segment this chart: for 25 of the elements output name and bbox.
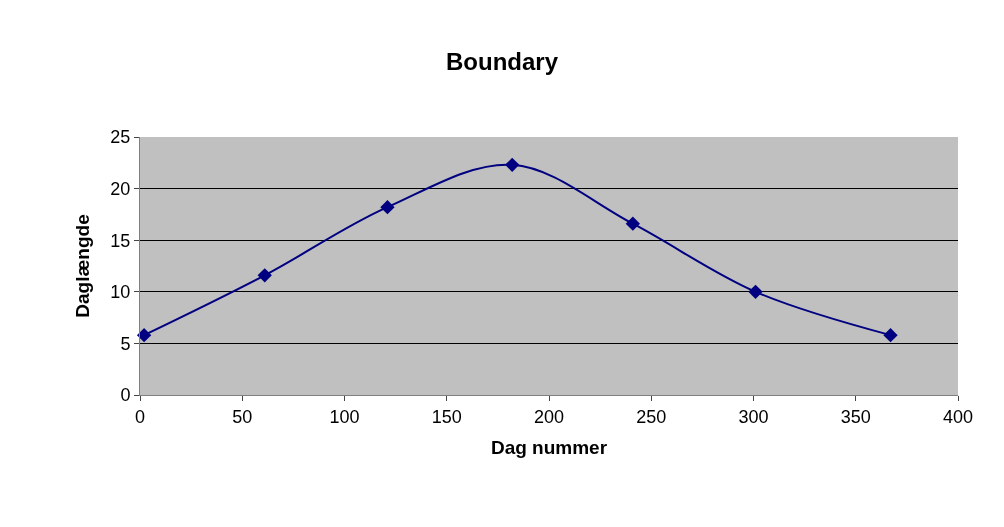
y-axis-title: Daglængde bbox=[72, 214, 94, 318]
y-tick-label: 15 bbox=[110, 230, 131, 251]
x-tick-label: 0 bbox=[134, 406, 146, 427]
y-tick-label: 5 bbox=[120, 333, 131, 354]
point bbox=[625, 216, 640, 231]
y-tick-label: 0 bbox=[120, 385, 131, 406]
point bbox=[505, 157, 520, 173]
x-tick-label: 400 bbox=[942, 406, 974, 427]
point bbox=[748, 284, 763, 299]
y-tick-label: 20 bbox=[110, 178, 131, 199]
x-tick-label: 150 bbox=[431, 406, 462, 427]
x-axis-title: Dag nummer bbox=[490, 437, 608, 459]
x-tick-label: 50 bbox=[232, 406, 253, 427]
x-tick-label: 350 bbox=[840, 406, 871, 427]
y-tick-label: 25 bbox=[110, 127, 131, 148]
x-tick-label: 200 bbox=[533, 406, 565, 427]
point bbox=[380, 200, 395, 215]
x-tick-label: 250 bbox=[636, 406, 667, 427]
y-tick-label: 10 bbox=[110, 282, 131, 303]
point bbox=[883, 327, 898, 343]
point bbox=[136, 327, 152, 343]
x-tick-label: 100 bbox=[329, 406, 360, 427]
x-tick-label: 300 bbox=[738, 406, 769, 427]
chart-title: Boundary bbox=[445, 47, 559, 75]
point bbox=[257, 268, 272, 283]
